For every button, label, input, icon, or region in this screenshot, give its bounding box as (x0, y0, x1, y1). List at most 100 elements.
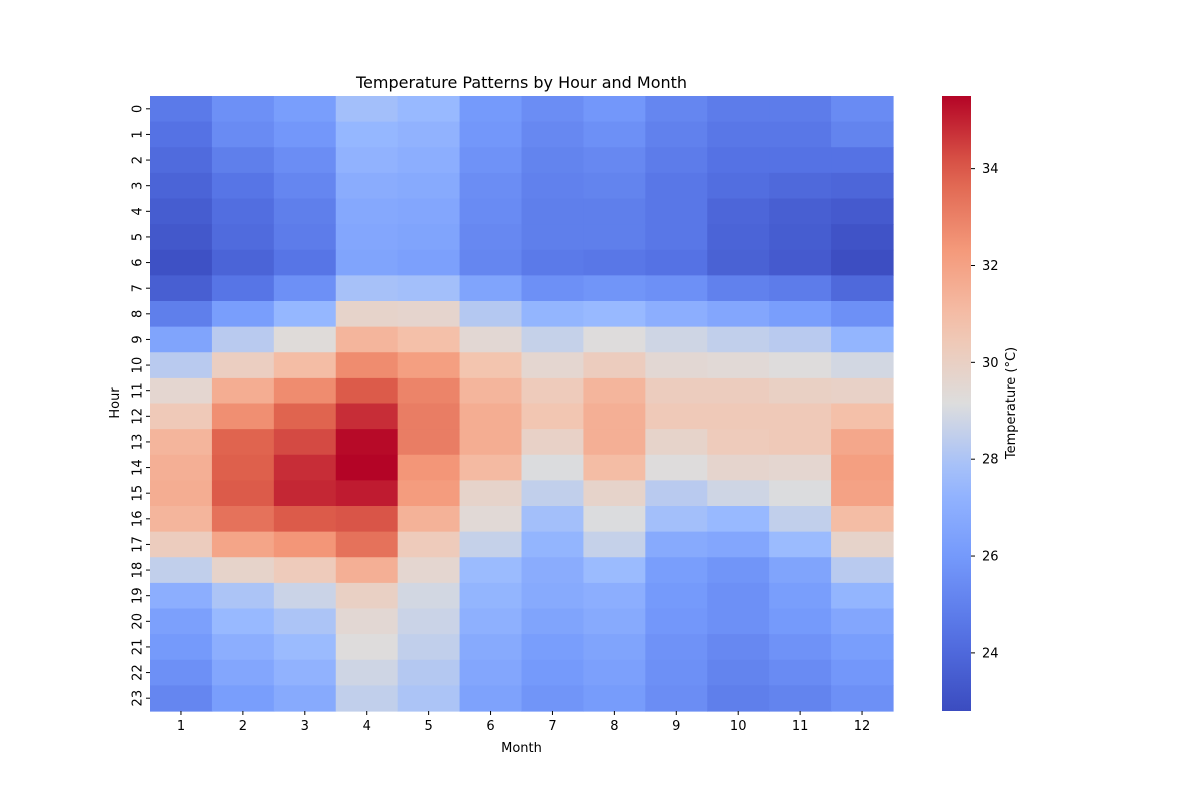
heatmap-cell (459, 198, 523, 225)
heatmap-cell (397, 198, 461, 225)
x-tick-label: 9 (672, 719, 680, 734)
heatmap-cell (707, 147, 770, 174)
x-tick-label: 8 (610, 719, 618, 734)
heatmap-cell (459, 659, 523, 686)
heatmap-cell (831, 403, 894, 430)
heatmap-cell (769, 634, 832, 661)
x-axis-label: Month (501, 741, 542, 756)
y-tick-label: 23 (131, 690, 146, 707)
heatmap-cell (521, 275, 585, 302)
heatmap-cell (459, 685, 523, 712)
heatmap-cell (459, 352, 523, 379)
y-tick-label: 2 (131, 156, 146, 164)
heatmap-cell (583, 377, 646, 405)
heatmap-cell (273, 608, 337, 635)
heatmap-cell (645, 121, 708, 148)
heatmap-cell (831, 506, 894, 533)
heatmap-cell (273, 454, 337, 481)
heatmap-cell (769, 582, 832, 610)
y-tick-label: 18 (131, 562, 146, 579)
heatmap-cell (831, 634, 894, 661)
heatmap-cell (521, 454, 585, 481)
heatmap-cell (521, 96, 585, 123)
y-tick-label: 20 (131, 613, 146, 630)
heatmap-cell (273, 198, 337, 225)
heatmap-cell (831, 352, 894, 379)
heatmap-cell (335, 531, 399, 558)
heatmap-cell (459, 172, 523, 200)
heatmap-cell (707, 198, 770, 225)
heatmap-cell (459, 531, 523, 558)
heatmap-cell (397, 685, 461, 712)
x-tick-label: 11 (792, 719, 809, 734)
heatmap-cell (397, 454, 461, 481)
heatmap-cell (707, 454, 770, 481)
y-axis-label: Hour (108, 387, 123, 419)
heatmap-cell (707, 557, 770, 584)
heatmap-cell (335, 198, 399, 225)
heatmap-cell (831, 121, 894, 148)
heatmap-cell (397, 147, 461, 174)
heatmap-cell (521, 685, 585, 712)
heatmap-cell (831, 685, 894, 712)
heatmap-cell (645, 685, 708, 712)
heatmap-cell (459, 301, 523, 328)
heatmap-cell (583, 454, 646, 481)
y-tick-label: 5 (131, 233, 146, 241)
heatmap-cell (521, 582, 585, 610)
heatmap-cell (273, 352, 337, 379)
heatmap-cell (645, 147, 708, 174)
heatmap-cell (150, 531, 213, 558)
heatmap-cell (521, 659, 585, 686)
heatmap-cell (335, 429, 399, 456)
y-tick-label: 14 (131, 459, 146, 476)
heatmap-cell (397, 96, 461, 123)
heatmap-cell (397, 557, 461, 584)
heatmap-cell (335, 275, 399, 302)
heatmap-cell (769, 659, 832, 686)
heatmap-cell (645, 634, 708, 661)
x-tick-label: 5 (424, 719, 432, 734)
x-tick-label: 12 (854, 719, 871, 734)
y-tick-label: 4 (131, 207, 146, 215)
heatmap-cell (273, 326, 337, 353)
heatmap-cell (150, 249, 213, 276)
heatmap-cell (397, 275, 461, 302)
heatmap-cell (211, 352, 275, 379)
heatmap-cell (583, 198, 646, 225)
chart-title: Temperature Patterns by Hour and Month (355, 73, 687, 92)
heatmap-cell (273, 96, 337, 123)
heatmap-cell (459, 147, 523, 174)
heatmap-cell (521, 147, 585, 174)
heatmap-cell (583, 685, 646, 712)
heatmap-cell (769, 531, 832, 558)
heatmap-cell (645, 377, 708, 405)
heatmap-cell (335, 685, 399, 712)
heatmap-cell (583, 172, 646, 200)
heatmap-cell (211, 172, 275, 200)
heatmap-cell (150, 326, 213, 353)
heatmap-cell (273, 275, 337, 302)
heatmap-cell (459, 454, 523, 481)
heatmap-cell (397, 506, 461, 533)
heatmap-cell (707, 608, 770, 635)
heatmap-cell (459, 96, 523, 123)
heatmap-cell (769, 454, 832, 481)
heatmap-cell (769, 198, 832, 225)
heatmap-cell (583, 480, 646, 507)
heatmap-cell (335, 634, 399, 661)
heatmap-cell (645, 224, 708, 251)
heatmap-cell (397, 659, 461, 686)
heatmap-cell (273, 531, 337, 558)
heatmap-cell (645, 326, 708, 353)
heatmap-cell (335, 582, 399, 610)
x-tick-label: 1 (177, 719, 185, 734)
heatmap-cell (583, 121, 646, 148)
heatmap-cell (335, 147, 399, 174)
heatmap-cell (397, 326, 461, 353)
heatmap-cell (831, 429, 894, 456)
heatmap-cell (707, 506, 770, 533)
heatmap-cell (211, 454, 275, 481)
heatmap-cell (521, 557, 585, 584)
heatmap-cell (769, 147, 832, 174)
